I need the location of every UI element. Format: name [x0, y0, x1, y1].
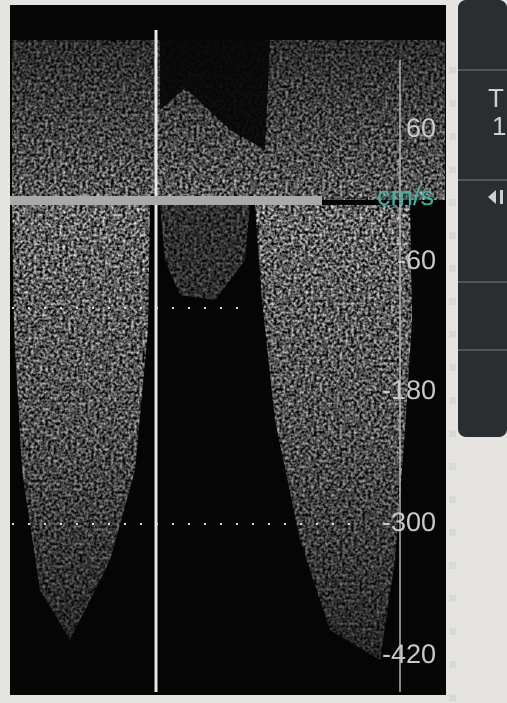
page: 60 cm/s -60 -180 -300 -420 T 1 (() => { …	[0, 0, 507, 703]
side-panel	[458, 0, 507, 437]
scale-label: -300	[382, 507, 436, 537]
scale-tick	[449, 529, 456, 536]
scale-tick	[449, 100, 456, 107]
scale-tick	[449, 232, 456, 239]
scale-tick	[449, 298, 456, 305]
scale-label: -180	[382, 375, 436, 405]
baseline	[10, 196, 322, 205]
scale-tick	[449, 595, 456, 602]
scale-tick	[449, 397, 456, 404]
scale-tick	[449, 694, 456, 701]
scale-tick	[449, 265, 456, 272]
scale-label: -60	[397, 245, 436, 275]
panel-text[interactable]: 1	[492, 111, 506, 141]
scale-tick	[449, 67, 456, 74]
scale-tick	[449, 496, 456, 503]
scale-tick	[449, 562, 456, 569]
scale-tick	[449, 331, 456, 338]
scale-tick	[449, 133, 456, 140]
scale-tick	[449, 463, 456, 470]
scale-tick	[449, 628, 456, 635]
scale-unit: cm/s	[377, 181, 434, 211]
scale-label: -420	[382, 639, 436, 669]
scale-tick	[449, 166, 456, 173]
screenshot: 60 cm/s -60 -180 -300 -420 T 1	[0, 0, 507, 703]
scale-tick	[449, 661, 456, 668]
scale-tick	[449, 430, 456, 437]
scale-tick	[449, 364, 456, 371]
panel-text[interactable]: T	[488, 83, 504, 113]
scale-tick	[449, 199, 456, 206]
scale-label: 60	[406, 113, 436, 143]
panel-arrow[interactable]	[500, 190, 503, 204]
